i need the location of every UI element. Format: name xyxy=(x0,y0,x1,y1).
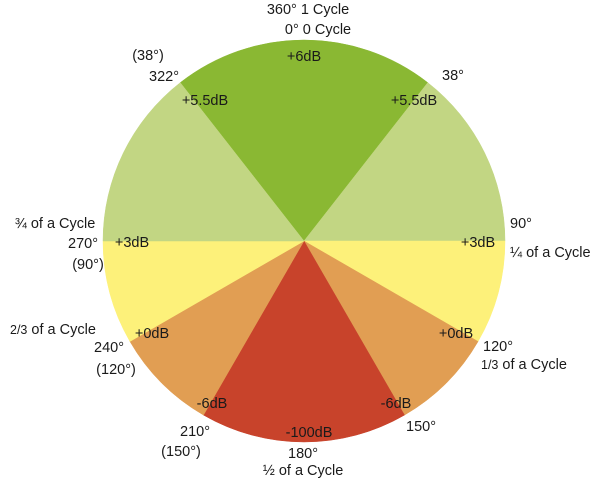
label-right-third-cycle: 1/3 of a Cycle xyxy=(481,357,567,373)
wedge-right-yellow xyxy=(303,240,506,342)
label-left-third-cycle: 2/3 of a Cycle xyxy=(10,322,96,338)
label-lower-left-paren: (150°) xyxy=(161,444,201,460)
label-upper-right-db: +5.5dB xyxy=(391,93,437,109)
label-lower-left-db: -6dB xyxy=(197,396,228,412)
wedge-left-light-green xyxy=(102,82,305,242)
label-bottom-deg: 180° xyxy=(288,446,318,462)
label-lower-left-deg: 210° xyxy=(180,424,210,440)
label-left-deg: 270° xyxy=(68,236,98,252)
wheel-wedges xyxy=(102,39,506,443)
label-right-deg: 90° xyxy=(510,216,532,232)
label-top-line2: 0° 0 Cycle xyxy=(285,22,351,38)
label-upper-left-deg: 322° xyxy=(149,69,179,85)
wedge-left-yellow xyxy=(102,240,305,342)
label-left-third-deg: 240° xyxy=(94,340,124,356)
label-right-db: +3dB xyxy=(461,235,495,251)
label-right-third-db: +0dB xyxy=(439,326,473,342)
label-upper-left-db: +5.5dB xyxy=(182,93,228,109)
label-left-paren: (90°) xyxy=(72,257,104,273)
wedge-right-light-green xyxy=(303,82,506,242)
wedge-right-orange xyxy=(303,240,479,416)
label-left-third-db: +0dB xyxy=(135,326,169,342)
label-left-cycle: ¾ of a Cycle xyxy=(15,216,96,232)
wedge-top-green xyxy=(179,39,429,242)
label-upper-right-deg: 38° xyxy=(442,68,464,84)
label-lower-right-deg: 150° xyxy=(406,419,436,435)
label-right-cycle: ¼ of a Cycle xyxy=(510,245,591,261)
label-bottom-db: -100dB xyxy=(286,425,333,441)
label-top-db: +6dB xyxy=(287,49,321,65)
label-bottom-cycle: ½ of a Cycle xyxy=(263,463,344,479)
label-left-db: +3dB xyxy=(115,235,149,251)
wedge-left-orange xyxy=(129,240,305,416)
label-left-third-paren: (120°) xyxy=(96,362,136,378)
label-lower-right-db: -6dB xyxy=(381,396,412,412)
wedge-bottom-red xyxy=(203,240,405,443)
label-right-third-deg: 120° xyxy=(483,339,513,355)
label-top-line1: 360° 1 Cycle xyxy=(267,2,349,18)
label-upper-left-paren: (38°) xyxy=(132,48,164,64)
